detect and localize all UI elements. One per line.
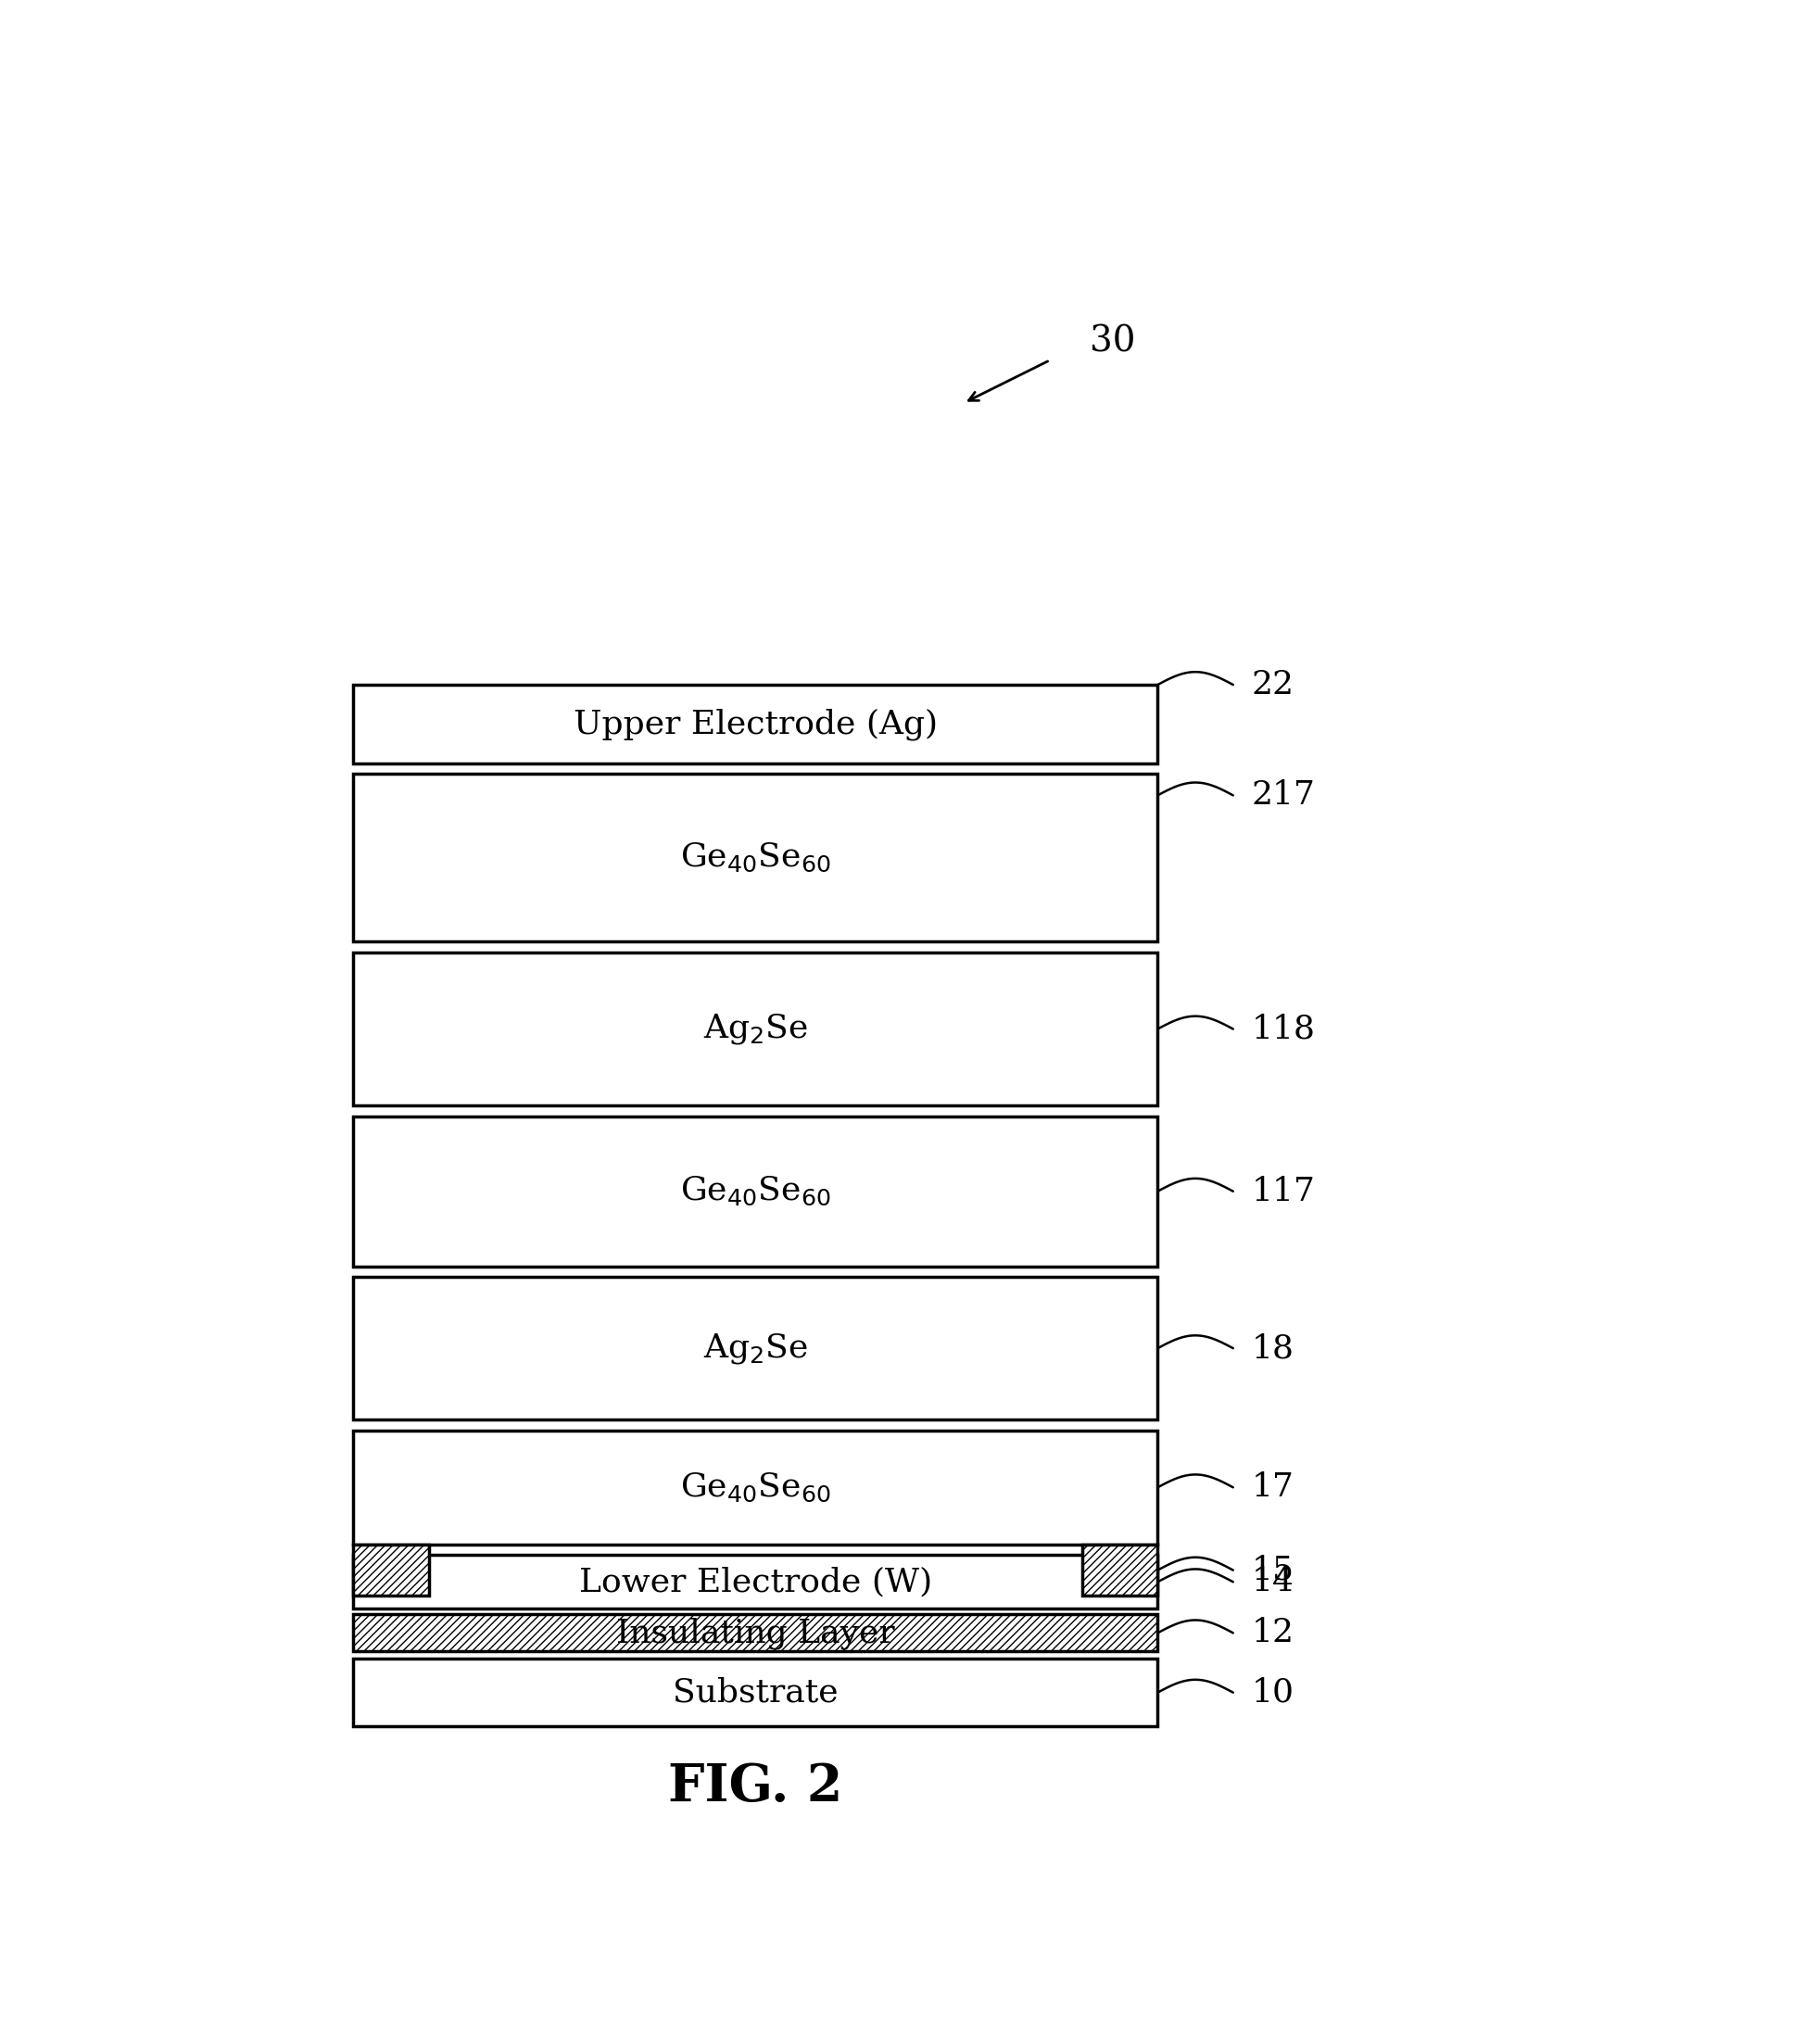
Bar	[353, 1116, 1158, 1265]
Text: 15: 15	[1252, 1553, 1295, 1586]
Text: 14: 14	[1252, 1566, 1295, 1598]
Text: 118: 118	[1252, 1014, 1314, 1044]
Text: 18: 18	[1252, 1333, 1295, 1363]
Bar	[353, 1545, 429, 1596]
Text: Lower Electrode (W): Lower Electrode (W)	[579, 1566, 932, 1598]
Text: Insulating Layer: Insulating Layer	[617, 1617, 895, 1650]
Text: 117: 117	[1252, 1175, 1314, 1208]
Bar	[353, 1658, 1158, 1727]
Bar	[353, 953, 1158, 1106]
Text: Ge$_{40}$Se$_{60}$: Ge$_{40}$Se$_{60}$	[680, 1472, 830, 1504]
Text: Ge$_{40}$Se$_{60}$: Ge$_{40}$Se$_{60}$	[680, 1175, 830, 1208]
Text: Ag$_2$Se: Ag$_2$Se	[703, 1331, 809, 1365]
Text: FIG. 2: FIG. 2	[669, 1762, 843, 1813]
Text: 30: 30	[1090, 325, 1135, 360]
Bar	[353, 1555, 1158, 1609]
Bar	[353, 1431, 1158, 1545]
Text: 217: 217	[1252, 779, 1314, 811]
Bar	[353, 775, 1158, 942]
Text: Ge$_{40}$Se$_{60}$: Ge$_{40}$Se$_{60}$	[680, 842, 830, 875]
Bar	[1083, 1545, 1158, 1596]
Text: 17: 17	[1252, 1472, 1293, 1502]
Text: Upper Electrode (Ag): Upper Electrode (Ag)	[574, 707, 938, 740]
Text: Ag$_2$Se: Ag$_2$Se	[703, 1012, 809, 1047]
Bar	[353, 1615, 1158, 1652]
Bar	[353, 1278, 1158, 1421]
Text: 22: 22	[1252, 668, 1295, 701]
Text: 12: 12	[1252, 1617, 1295, 1650]
Bar	[353, 685, 1158, 762]
Text: Substrate: Substrate	[672, 1676, 839, 1709]
Text: 10: 10	[1252, 1676, 1295, 1709]
